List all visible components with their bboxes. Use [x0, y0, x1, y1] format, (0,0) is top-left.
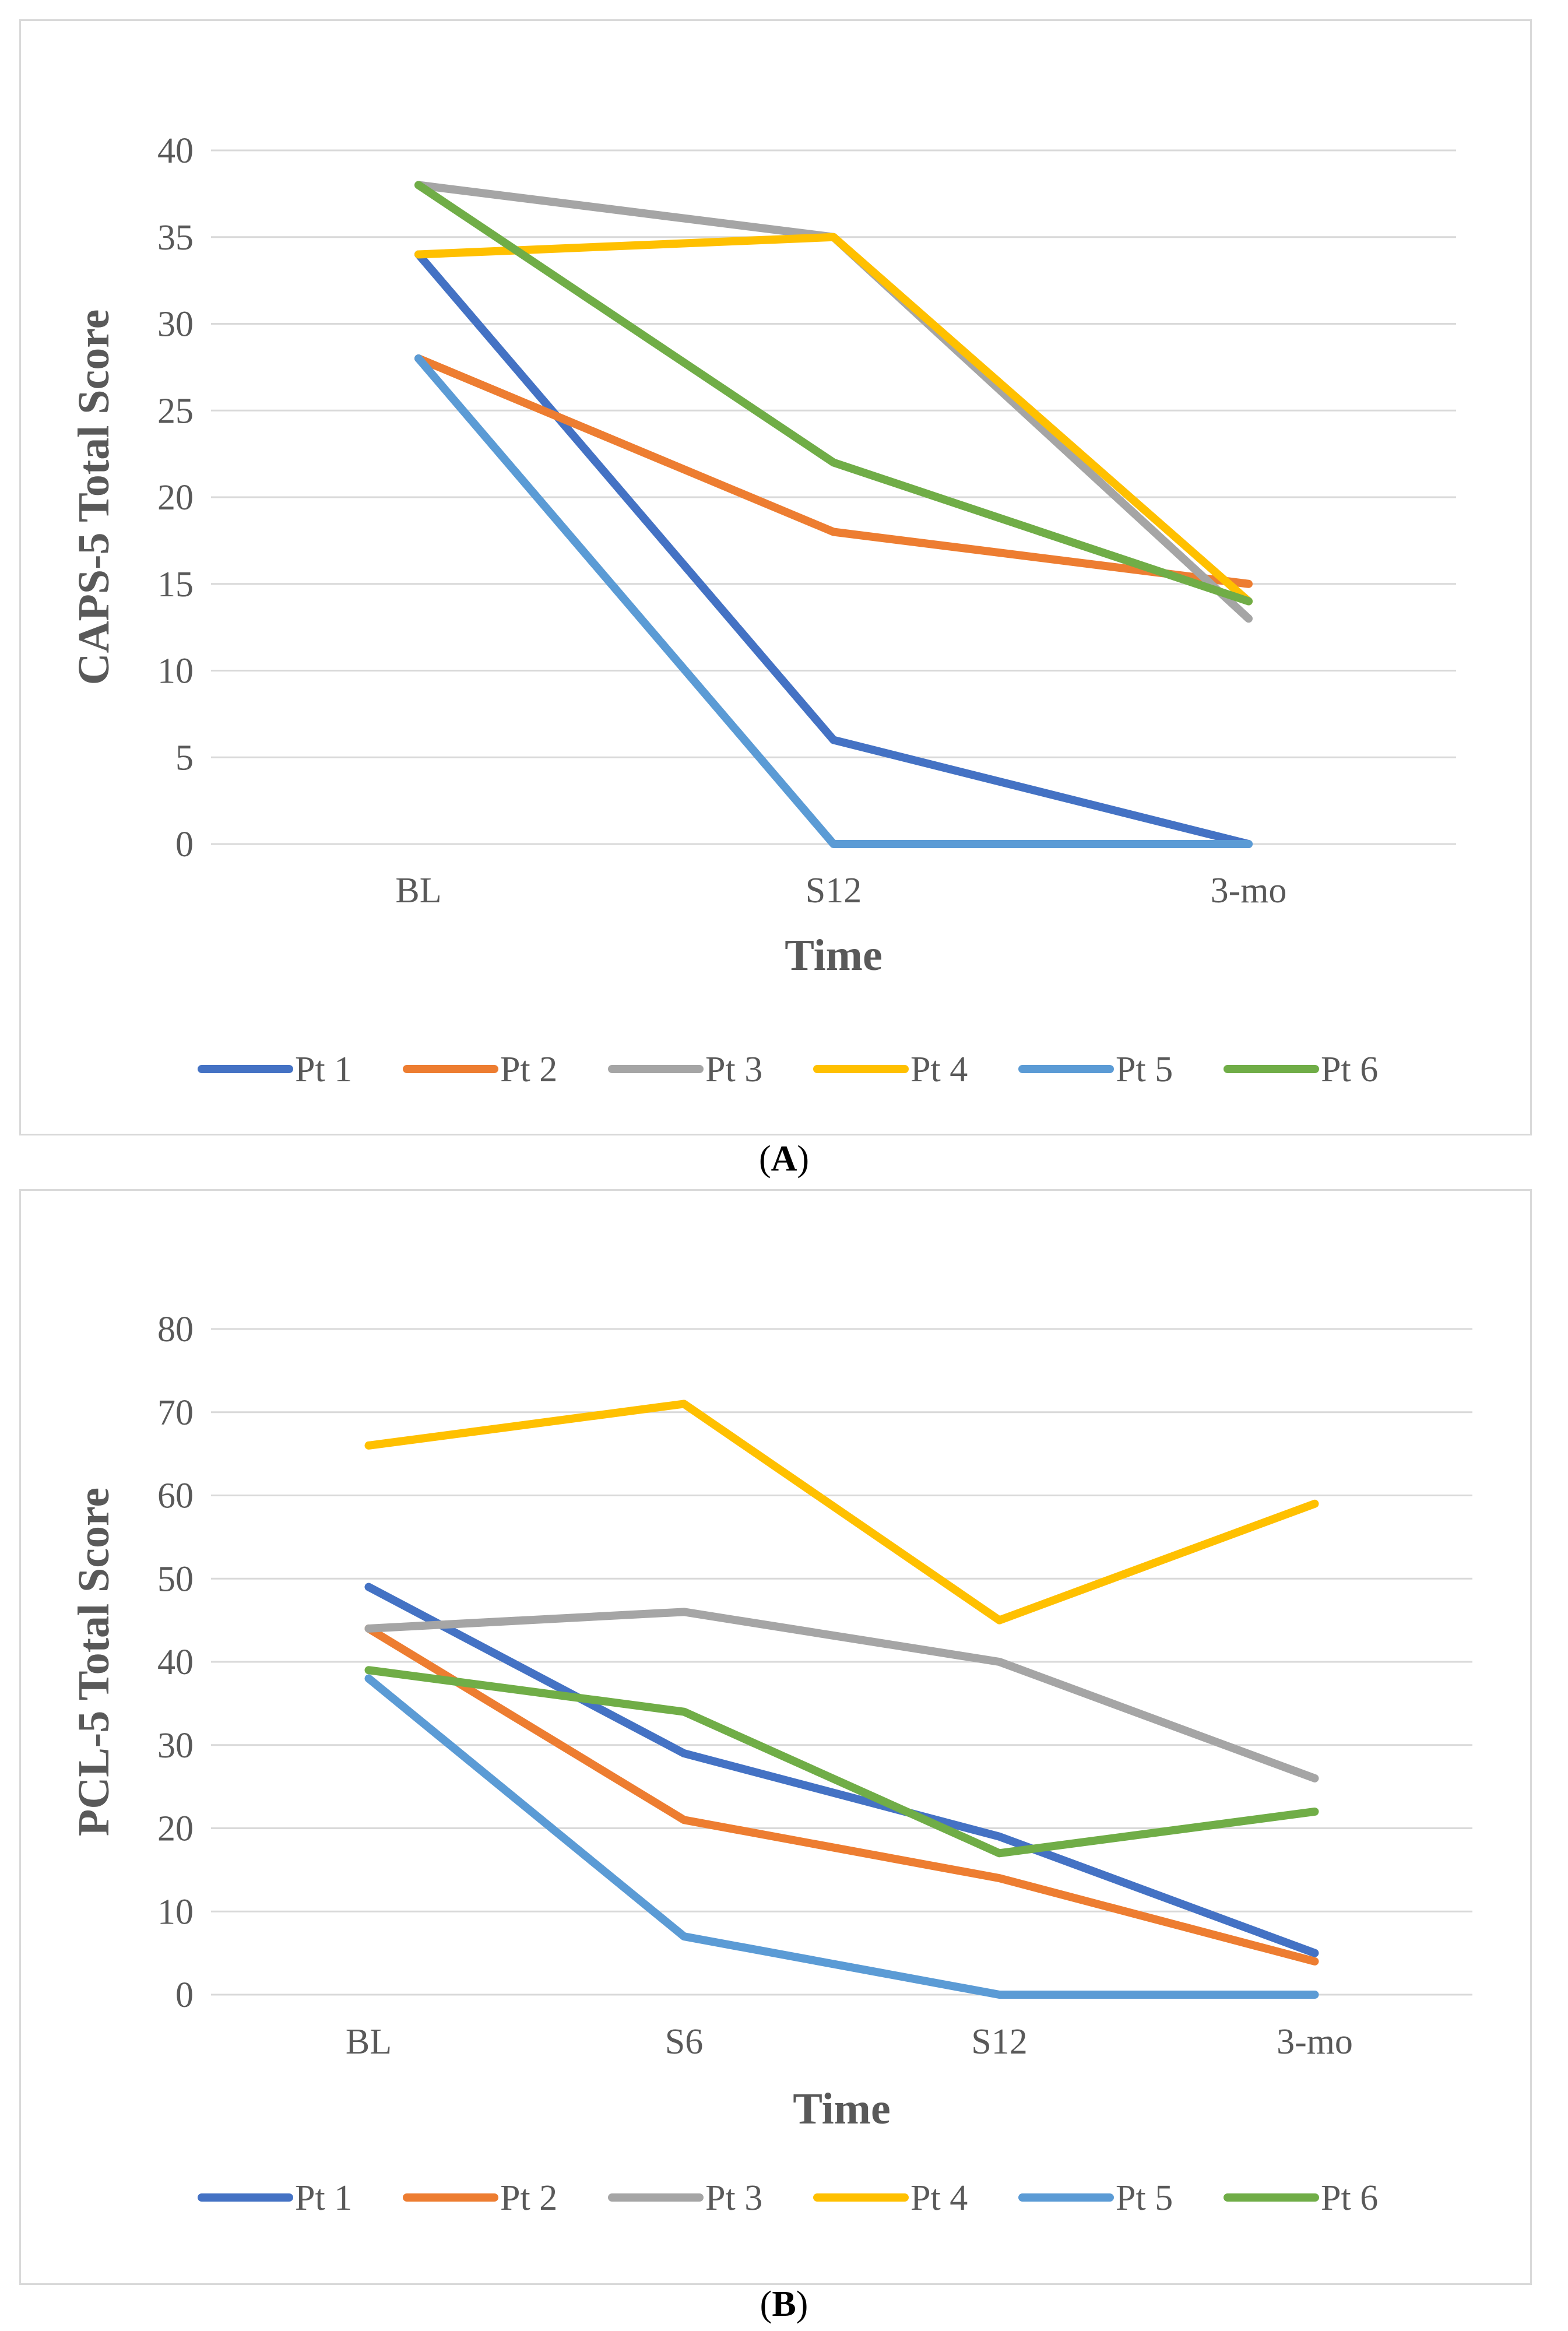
series-line-pt-1 — [364, 1583, 1319, 1957]
legend-item-pt-2: Pt 2 — [403, 2178, 557, 2218]
chart-a-svg: 0 5 10 15 20 25 30 35 40 BL S12 3-mo Time CAPS-5 Tota… — [69, 131, 1456, 1089]
legend-item-pt-1: Pt 1 — [198, 1050, 352, 1089]
legend-item-pt-4: Pt 4 — [813, 1050, 968, 1089]
y-tick-label: 50 — [157, 1559, 194, 1599]
series-line-pt-5 — [364, 1674, 1319, 1999]
y-tick-label: 10 — [157, 1892, 194, 1932]
y-tick-label: 0 — [175, 825, 194, 864]
legend-item-pt-3: Pt 3 — [608, 2178, 762, 2218]
legend-label: Pt 1 — [295, 2178, 352, 2218]
y-tick-label: 40 — [157, 131, 194, 171]
series-line-pt-4 — [364, 1400, 1319, 1625]
x-tick-label: S12 — [806, 871, 862, 910]
series-line-pt-4 — [414, 233, 1253, 606]
series-line-pt-5 — [414, 354, 1253, 848]
y-axis-title: PCL-5 Total Score — [69, 1488, 118, 1836]
legend-label: Pt 1 — [295, 1050, 352, 1089]
panel-label-a: A — [771, 1139, 797, 1179]
y-tick-label: 15 — [157, 565, 194, 604]
series-line-pt-3 — [364, 1608, 1319, 1782]
y-tick-label: 25 — [157, 391, 194, 431]
legend-label: Pt 2 — [500, 1050, 557, 1089]
panel-caption-a: (A) — [758, 1139, 810, 1179]
x-tick-label: BL — [346, 2022, 392, 2062]
legend-item-pt-4: Pt 4 — [813, 2178, 968, 2218]
y-tick-label: 5 — [175, 738, 194, 778]
y-tick-label: 10 — [157, 652, 194, 691]
legend-label: Pt 3 — [705, 1050, 762, 1089]
x-axis-title: Time — [785, 931, 882, 980]
legend-label: Pt 5 — [1116, 1050, 1173, 1089]
x-tick-label: 3-mo — [1277, 2022, 1353, 2062]
panel-caption-b: (B) — [760, 2284, 808, 2324]
legend-label: Pt 4 — [910, 2178, 968, 2218]
legend-label: Pt 5 — [1116, 2178, 1173, 2218]
legend-label: Pt 6 — [1321, 1050, 1378, 1089]
series-line-pt-2 — [414, 354, 1253, 588]
legend-item-pt-6: Pt 6 — [1224, 1050, 1378, 1089]
legend-label: Pt 2 — [500, 2178, 557, 2218]
series-line-pt-1 — [414, 250, 1253, 848]
series-line-pt-6 — [414, 181, 1253, 606]
y-tick-label: 80 — [157, 1310, 194, 1349]
series-line-pt-2 — [364, 1624, 1319, 1966]
legend-item-pt-3: Pt 3 — [608, 1050, 762, 1089]
legend-label: Pt 6 — [1321, 2178, 1378, 2218]
y-tick-label: 40 — [157, 1643, 194, 1682]
legend-item-pt-6: Pt 6 — [1224, 2178, 1378, 2218]
chart-b-svg: 0 10 20 30 40 50 60 70 80 BL S6 S12 3-mo Time PCL-5 To… — [69, 1310, 1472, 2218]
y-axis-title: CAPS-5 Total Score — [69, 310, 118, 685]
legend-label: Pt 3 — [705, 2178, 762, 2218]
series-line-pt-6 — [364, 1666, 1319, 1858]
legend-item-pt-1: Pt 1 — [198, 2178, 352, 2218]
y-tick-label: 70 — [157, 1393, 194, 1433]
legend-item-pt-5: Pt 5 — [1018, 1050, 1173, 1089]
chart-a: 0 5 10 15 20 25 30 35 40 BL S12 3-mo Time CAPS-5 Tota… — [19, 19, 1532, 1135]
x-tick-label: S6 — [665, 2022, 703, 2062]
y-tick-label: 60 — [157, 1476, 194, 1516]
panel-label-b: B — [772, 2284, 796, 2324]
y-tick-label: 35 — [157, 218, 194, 258]
legend-label: Pt 4 — [910, 1050, 968, 1089]
y-tick-label: 30 — [157, 1726, 194, 1766]
x-tick-label: S12 — [971, 2022, 1027, 2062]
legend-item-pt-5: Pt 5 — [1018, 2178, 1173, 2218]
x-tick-label: BL — [395, 871, 441, 910]
chart-b: 0 10 20 30 40 50 60 70 80 BL S6 S12 3-mo Time PCL-5 To… — [19, 1189, 1532, 2285]
legend-item-pt-2: Pt 2 — [403, 1050, 557, 1089]
x-tick-label: 3-mo — [1211, 871, 1287, 910]
y-tick-label: 20 — [157, 478, 194, 518]
y-tick-label: 30 — [157, 305, 194, 344]
y-tick-label: 20 — [157, 1809, 194, 1849]
x-axis-title: Time — [793, 2084, 890, 2133]
y-tick-label: 0 — [175, 1975, 194, 2015]
